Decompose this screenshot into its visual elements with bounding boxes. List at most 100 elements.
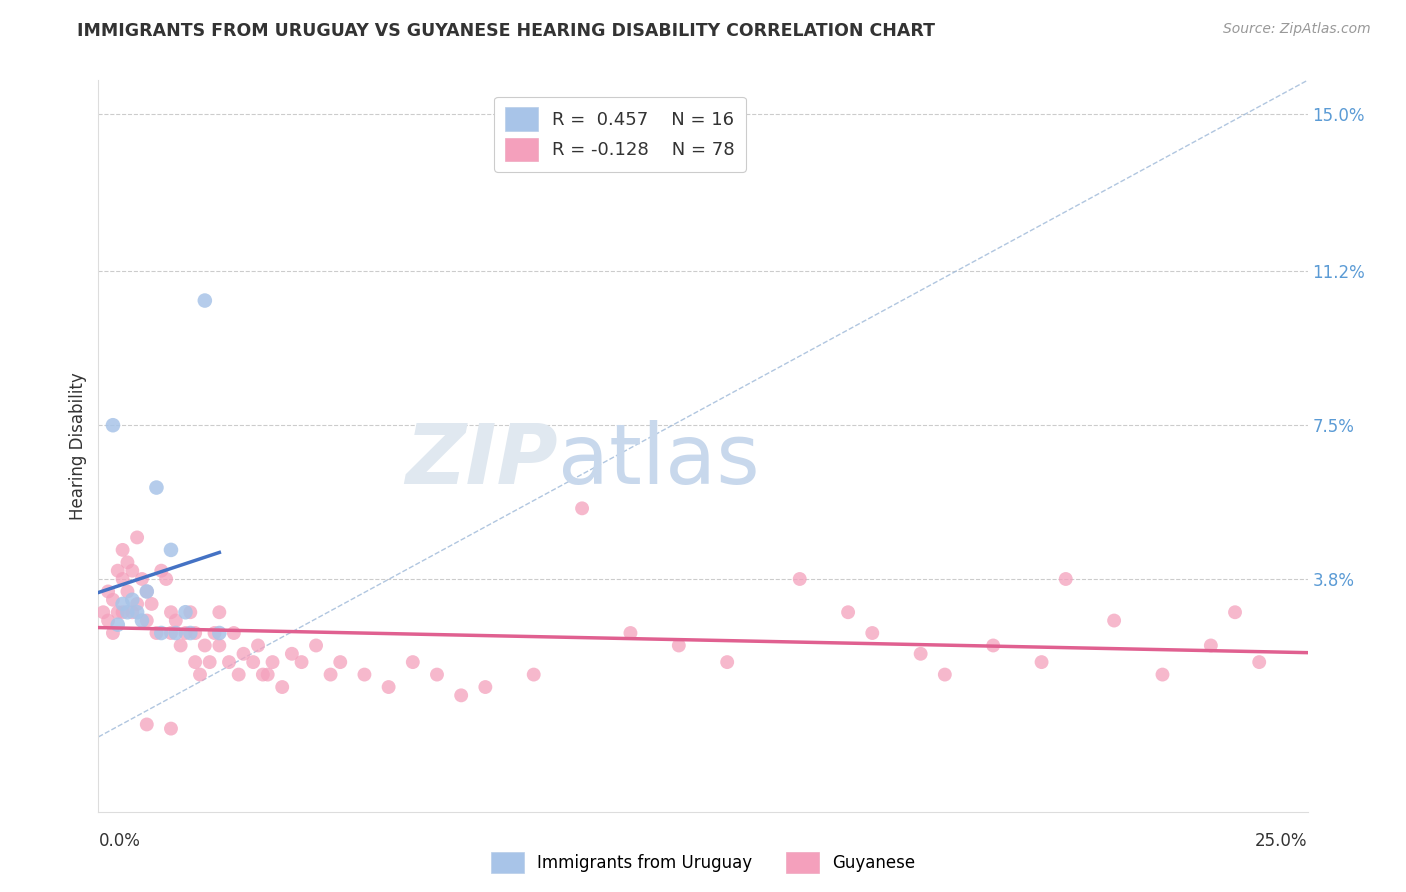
Point — [208, 626, 231, 640]
Text: ZIP: ZIP — [405, 420, 558, 501]
Point — [107, 564, 129, 578]
Point — [523, 667, 546, 681]
Point — [1199, 639, 1222, 653]
Point — [111, 572, 134, 586]
Point — [198, 655, 221, 669]
Point — [1031, 655, 1053, 669]
Point — [789, 572, 811, 586]
Point — [208, 639, 231, 653]
Point — [837, 605, 859, 619]
Point — [194, 293, 217, 308]
Point — [474, 680, 496, 694]
Point — [160, 626, 183, 640]
Point — [222, 626, 245, 640]
Point — [184, 655, 207, 669]
Point — [165, 614, 187, 628]
Point — [377, 680, 399, 694]
Text: 25.0%: 25.0% — [1256, 832, 1308, 850]
Point — [1102, 614, 1125, 628]
Point — [247, 639, 270, 653]
Point — [97, 614, 120, 628]
Point — [242, 655, 264, 669]
Point — [150, 564, 173, 578]
Point — [290, 655, 312, 669]
Legend: Immigrants from Uruguay, Guyanese: Immigrants from Uruguay, Guyanese — [484, 846, 922, 880]
Point — [165, 626, 187, 640]
Point — [117, 605, 139, 619]
Point — [135, 584, 157, 599]
Point — [619, 626, 641, 640]
Legend: R =  0.457    N = 16, R = -0.128    N = 78: R = 0.457 N = 16, R = -0.128 N = 78 — [495, 96, 745, 172]
Point — [127, 605, 149, 619]
Point — [184, 626, 207, 640]
Point — [232, 647, 254, 661]
Point — [97, 584, 120, 599]
Point — [1249, 655, 1271, 669]
Y-axis label: Hearing Disability: Hearing Disability — [69, 372, 87, 520]
Point — [101, 592, 124, 607]
Point — [1152, 667, 1174, 681]
Point — [160, 722, 183, 736]
Point — [131, 572, 153, 586]
Point — [169, 639, 191, 653]
Point — [145, 626, 167, 640]
Point — [111, 597, 134, 611]
Point — [305, 639, 328, 653]
Point — [668, 639, 690, 653]
Point — [101, 626, 124, 640]
Point — [934, 667, 956, 681]
Point — [127, 530, 149, 544]
Point — [910, 647, 932, 661]
Text: 0.0%: 0.0% — [98, 832, 141, 850]
Point — [127, 597, 149, 611]
Point — [329, 655, 352, 669]
Point — [107, 617, 129, 632]
Point — [160, 542, 183, 557]
Point — [160, 605, 183, 619]
Point — [174, 626, 197, 640]
Text: Source: ZipAtlas.com: Source: ZipAtlas.com — [1223, 22, 1371, 37]
Point — [208, 605, 231, 619]
Point — [141, 597, 163, 611]
Point — [145, 481, 167, 495]
Point — [135, 717, 157, 731]
Point — [117, 555, 139, 569]
Point — [121, 564, 143, 578]
Point — [179, 605, 201, 619]
Point — [107, 605, 129, 619]
Point — [256, 667, 278, 681]
Point — [194, 639, 217, 653]
Point — [131, 614, 153, 628]
Point — [450, 689, 472, 703]
Point — [860, 626, 883, 640]
Point — [228, 667, 250, 681]
Point — [1223, 605, 1246, 619]
Point — [179, 626, 201, 640]
Point — [188, 667, 211, 681]
Point — [353, 667, 375, 681]
Point — [174, 605, 197, 619]
Point — [111, 605, 134, 619]
Point — [135, 614, 157, 628]
Point — [121, 592, 143, 607]
Text: atlas: atlas — [558, 420, 759, 501]
Point — [155, 572, 177, 586]
Point — [271, 680, 294, 694]
Point — [121, 605, 143, 619]
Point — [426, 667, 449, 681]
Point — [117, 584, 139, 599]
Point — [319, 667, 342, 681]
Point — [716, 655, 738, 669]
Point — [111, 542, 134, 557]
Point — [402, 655, 425, 669]
Point — [91, 605, 114, 619]
Point — [571, 501, 593, 516]
Point — [150, 626, 173, 640]
Point — [252, 667, 274, 681]
Point — [262, 655, 284, 669]
Point — [204, 626, 226, 640]
Point — [135, 584, 157, 599]
Point — [281, 647, 304, 661]
Point — [218, 655, 240, 669]
Point — [981, 639, 1004, 653]
